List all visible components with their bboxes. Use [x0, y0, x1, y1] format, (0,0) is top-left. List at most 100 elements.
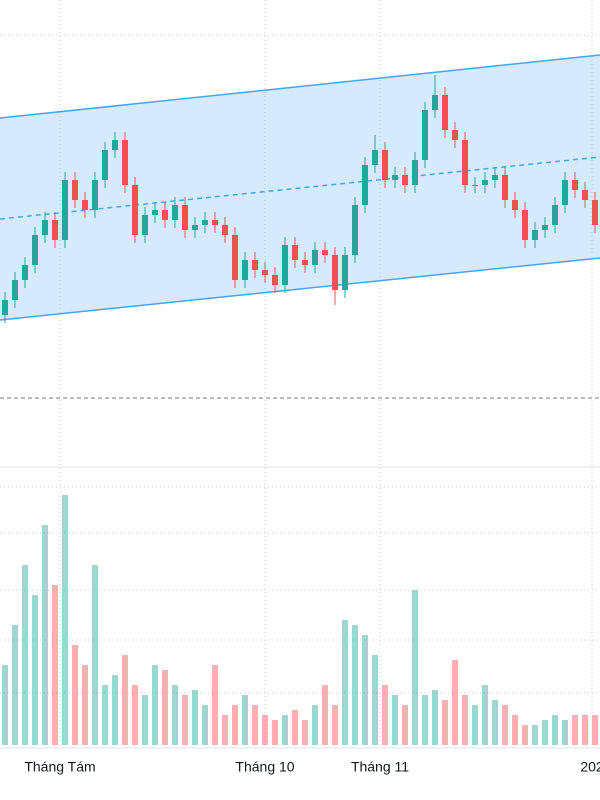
- volume-bar: [252, 705, 258, 745]
- volume-bar: [452, 660, 458, 745]
- candle-body: [372, 150, 378, 165]
- channel-upper: [0, 54, 600, 119]
- candle-body: [192, 225, 198, 230]
- x-tick-label: Tháng Tám: [24, 759, 95, 775]
- volume-bar: [462, 695, 468, 745]
- volume-bar: [132, 685, 138, 745]
- candle-body: [122, 140, 128, 185]
- volume-bar: [502, 705, 508, 745]
- candle-body: [2, 300, 8, 315]
- candle-body: [152, 210, 158, 215]
- volume-bar: [512, 715, 518, 745]
- candle-body: [32, 235, 38, 265]
- candle-body: [362, 165, 368, 205]
- volume-bar: [362, 635, 368, 745]
- candle-body: [432, 95, 438, 110]
- volume-bar: [82, 665, 88, 745]
- volume-bar: [382, 685, 388, 745]
- volume-bar: [62, 495, 68, 745]
- candle-body: [22, 265, 28, 280]
- x-tick-label: 202: [580, 759, 600, 775]
- candle-body: [592, 200, 598, 225]
- volume-bar: [562, 720, 568, 745]
- candle-body: [132, 185, 138, 235]
- volume-bar: [122, 655, 128, 745]
- candle-body: [142, 215, 148, 235]
- candle-body: [452, 130, 458, 140]
- volume-bar: [222, 715, 228, 745]
- volume-bar: [322, 685, 328, 745]
- candle-body: [12, 280, 18, 300]
- volume-bar: [342, 620, 348, 745]
- candle-body: [552, 205, 558, 225]
- candle-body: [312, 250, 318, 265]
- candle-body: [502, 175, 508, 200]
- candle-body: [202, 220, 208, 225]
- candle-body: [392, 175, 398, 180]
- candle-body: [82, 200, 88, 210]
- volume-bar: [162, 670, 168, 745]
- volume-bar: [542, 720, 548, 745]
- candle-body: [442, 95, 448, 130]
- volume-bar: [2, 665, 8, 745]
- candle-body: [492, 175, 498, 180]
- volume-bar: [372, 655, 378, 745]
- volume-bar: [272, 720, 278, 745]
- candle-body: [382, 150, 388, 180]
- candle-body: [322, 250, 328, 255]
- candle-body: [512, 200, 518, 210]
- volume-bar: [332, 705, 338, 745]
- candle-body: [562, 180, 568, 205]
- candle-body: [212, 220, 218, 225]
- candle-body: [582, 190, 588, 200]
- volume-bar: [532, 725, 538, 745]
- volume-bar: [412, 590, 418, 745]
- candle-body: [272, 275, 278, 285]
- candle-body: [42, 220, 48, 235]
- volume-bar: [352, 625, 358, 745]
- candle-body: [412, 160, 418, 185]
- candle-body: [112, 140, 118, 150]
- volume-bar: [262, 715, 268, 745]
- channel-middle: [0, 156, 600, 220]
- volume-bar: [402, 705, 408, 745]
- candle-body: [352, 205, 358, 255]
- volume-bar: [572, 715, 578, 745]
- candle-body: [62, 180, 68, 240]
- candle-body: [182, 205, 188, 230]
- volume-bar: [12, 625, 18, 745]
- volume-bar: [392, 695, 398, 745]
- volume-bar: [52, 585, 58, 745]
- candle-body: [232, 235, 238, 280]
- volume-bar: [442, 700, 448, 745]
- volume-bar: [592, 715, 598, 745]
- volume-bar: [212, 665, 218, 745]
- grid: [0, 34, 600, 749]
- candle-body: [292, 245, 298, 260]
- volume-bar: [552, 715, 558, 745]
- volume-bar: [102, 685, 108, 745]
- candle-body: [282, 245, 288, 285]
- volume-bar: [292, 710, 298, 745]
- volume-bar: [422, 695, 428, 745]
- candle-body: [92, 180, 98, 210]
- volume-bar: [432, 690, 438, 745]
- candle-body: [462, 140, 468, 185]
- candle-body: [172, 205, 178, 220]
- volume-bar: [142, 695, 148, 745]
- volume-bar: [232, 705, 238, 745]
- volume-bar: [302, 720, 308, 745]
- candle-body: [522, 210, 528, 240]
- candle-body: [572, 180, 578, 190]
- candle-body: [342, 255, 348, 290]
- volume-bar: [312, 705, 318, 745]
- volume-bar: [582, 715, 588, 745]
- candle-body: [332, 255, 338, 290]
- volume-bar: [72, 645, 78, 745]
- candle-body: [52, 220, 58, 240]
- candle-body: [242, 260, 248, 280]
- x-tick-label: Tháng 10: [235, 759, 294, 775]
- volume-bar: [92, 565, 98, 745]
- candle-body: [72, 180, 78, 200]
